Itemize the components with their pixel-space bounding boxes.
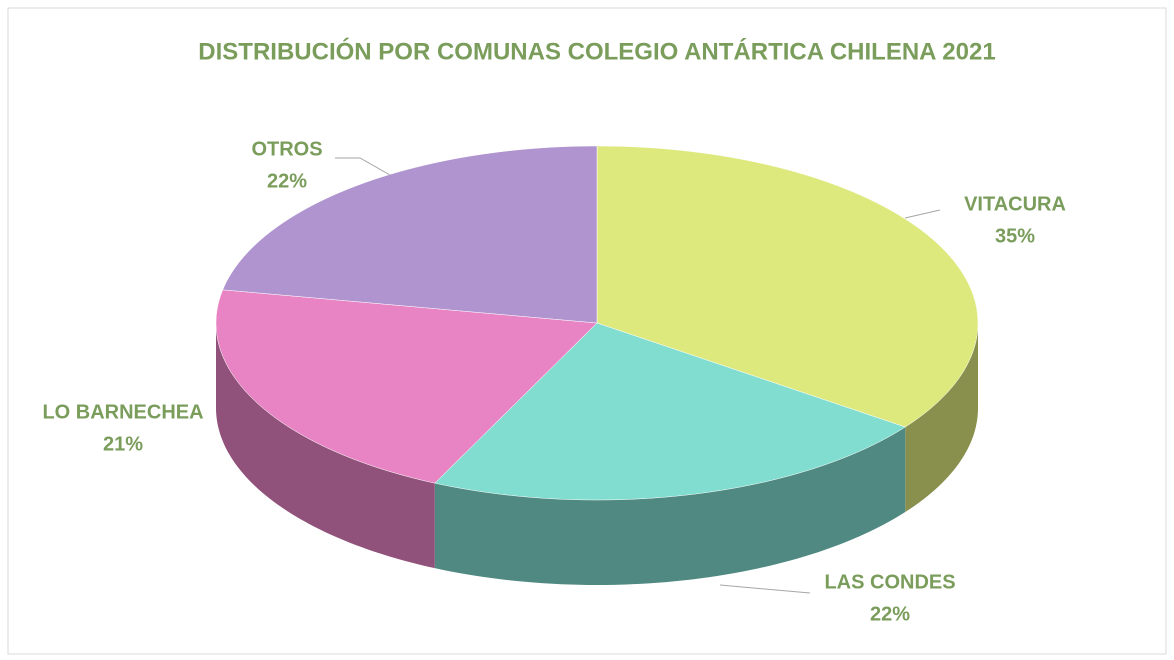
data-label-value: 22% xyxy=(870,603,910,625)
leader-line xyxy=(904,209,941,219)
chart-title: DISTRIBUCIÓN POR COMUNAS COLEGIO ANTÁRTI… xyxy=(198,37,995,65)
slice-side xyxy=(216,323,435,569)
slice-side xyxy=(905,323,978,513)
data-label-name: LAS CONDES xyxy=(824,571,955,593)
slice xyxy=(215,289,598,484)
data-label-value: 35% xyxy=(995,225,1035,247)
leader-line xyxy=(335,157,391,176)
slice xyxy=(222,145,598,324)
slice-side xyxy=(434,427,906,585)
data-label-name: OTROS xyxy=(251,138,322,160)
slice xyxy=(596,145,979,428)
data-label-name: VITACURA xyxy=(964,193,1066,215)
data-label-name: LO BARNECHEA xyxy=(42,401,203,423)
data-label-value: 22% xyxy=(267,170,307,192)
data-label-value: 21% xyxy=(103,433,143,455)
leader-line xyxy=(719,584,811,594)
